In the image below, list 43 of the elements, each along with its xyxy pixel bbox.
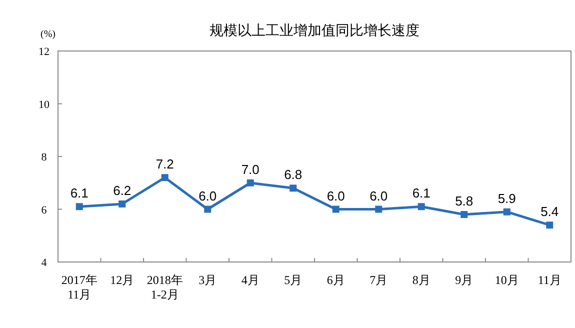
y-tick-label: 8 (41, 152, 48, 164)
point (418, 203, 425, 210)
text: 6.1 (70, 186, 88, 201)
x-tick-label: 7月 (370, 273, 388, 287)
x-tick-label: 4月 (241, 273, 260, 287)
y-tick-label: 10 (38, 98, 50, 111)
point (503, 208, 510, 216)
text: 6.0 (370, 188, 388, 204)
text: 5.8 (455, 194, 474, 209)
text: 6.8 (284, 167, 302, 182)
x-tick-label: 8月 (412, 273, 430, 287)
x-tick-label: 2018年 1-2月 (146, 273, 183, 302)
x-tick-label: 12月 (110, 273, 134, 287)
point (76, 203, 83, 210)
point (375, 206, 382, 213)
point (246, 179, 254, 186)
x-tick-label: 5月 (284, 273, 302, 287)
x-tick-label: 6月 (326, 273, 345, 287)
chart-title: 规模以上工业增加值同比增长速度 (210, 22, 420, 38)
point (460, 211, 468, 218)
text: 6.1 (412, 186, 430, 201)
y-tick-label: 12 (38, 46, 50, 58)
y-tick-label: 6 (41, 204, 48, 216)
text: 7.2 (156, 156, 174, 172)
text: 6.2 (113, 182, 132, 198)
text: 6.0 (198, 188, 217, 204)
x-tick-label: 11月 (538, 273, 562, 287)
point (118, 200, 126, 208)
x-tick-label: 9月 (455, 273, 474, 287)
text: 5.4 (540, 204, 559, 220)
text: 6.0 (326, 188, 345, 204)
y-tick-label: 4 (41, 257, 48, 269)
text: 5.9 (498, 190, 516, 206)
point (161, 174, 168, 182)
point (290, 184, 297, 192)
point (546, 222, 554, 229)
point (204, 206, 212, 213)
x-tick-label: 3月 (198, 273, 217, 287)
point (332, 206, 340, 213)
x-tick-label: 10月 (494, 273, 519, 287)
text: 7.0 (241, 162, 260, 177)
x-tick-label: 2017年 11月 (61, 273, 98, 302)
y-axis-title: (%) (40, 29, 56, 40)
